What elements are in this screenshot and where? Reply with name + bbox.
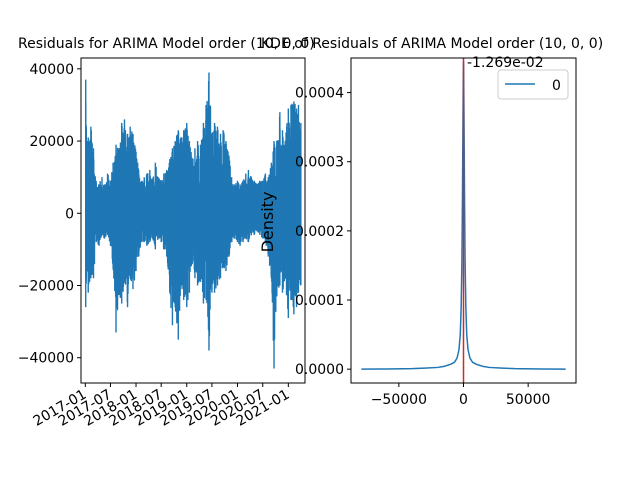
kde-subplot: KDE of Residuals of ARIMA Model order (1… xyxy=(258,36,603,408)
kde-y-tick-label: 0.0002 xyxy=(295,224,344,240)
kde-legend: 0 xyxy=(497,69,569,100)
residuals-y-tick-label: 40000 xyxy=(29,62,74,78)
residuals-y-tick-label: −20000 xyxy=(18,279,74,295)
kde-ylabel: Density xyxy=(258,192,277,253)
kde-axes-frame xyxy=(350,57,577,384)
kde-y-tick-label: 0.0004 xyxy=(295,86,344,102)
legend-label: 0 xyxy=(552,78,561,94)
kde-y-tick-label: 0.0003 xyxy=(295,155,344,171)
kde-x-tick-label: 50000 xyxy=(506,392,551,408)
kde-y-tick-label: 0.0001 xyxy=(295,293,344,309)
residuals-title: Residuals for ARIMA Model order (10, 0, … xyxy=(18,36,315,52)
kde-x-tick-label: −50000 xyxy=(371,392,427,408)
residuals-y-tick-label: 0 xyxy=(65,206,74,222)
residuals-axes-frame xyxy=(80,57,306,384)
kde-offset-label: -1.269e-02 xyxy=(467,55,544,71)
residuals-y-tick-label: −40000 xyxy=(18,351,74,367)
kde-y-tick-label: 0.0000 xyxy=(295,362,344,378)
kde-title: KDE of Residuals of ARIMA Model order (1… xyxy=(261,36,603,52)
residuals-y-tick-label: 20000 xyxy=(29,134,74,150)
kde-x-tick-label: 0 xyxy=(459,392,468,408)
